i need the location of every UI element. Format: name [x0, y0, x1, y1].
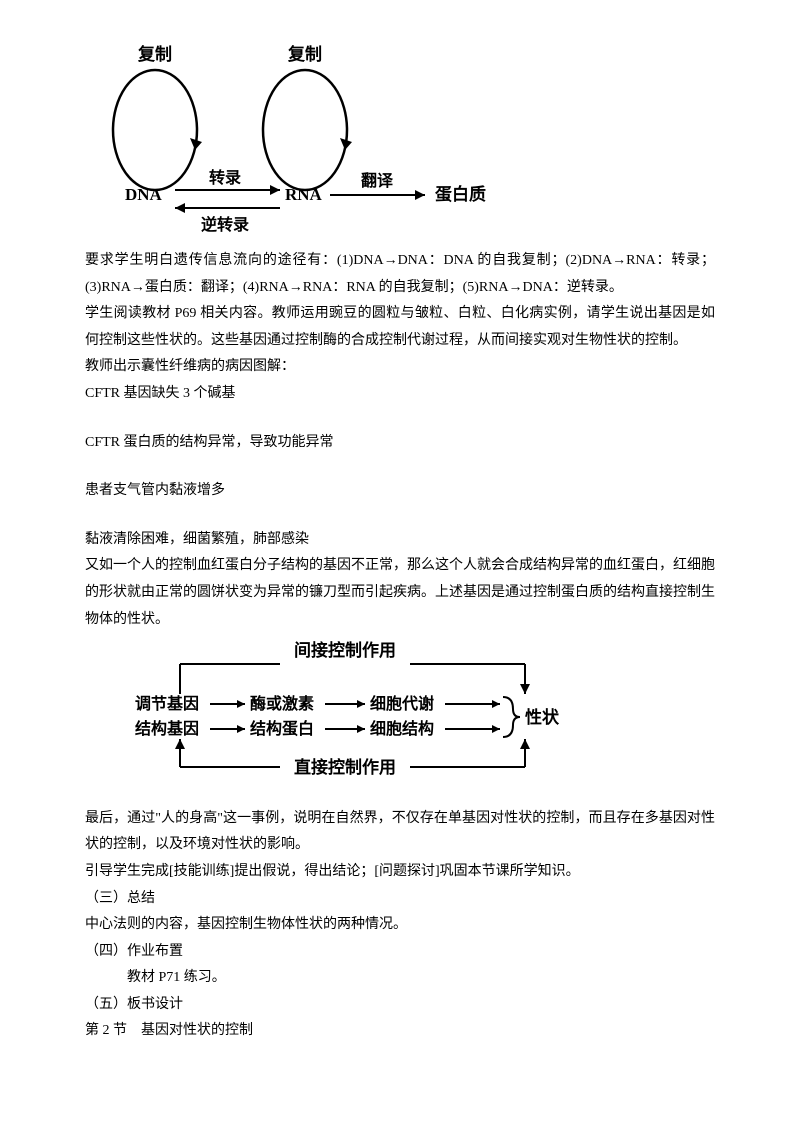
- trait-label: 性状: [525, 707, 560, 727]
- reverse-label: 逆转录: [201, 215, 249, 234]
- row1-b: 酶或激素: [250, 694, 314, 713]
- paragraph-8: 又如一个人的控制血红蛋白分子结构的基因不正常，那么这个人就会合成结构异常的血红蛋…: [85, 553, 715, 633]
- paragraph-12: 教材 P71 练习。: [85, 965, 715, 992]
- row1-c: 细胞代谢: [370, 694, 434, 713]
- row1-a: 调节基因: [135, 694, 199, 713]
- central-dogma-diagram: 复制 DNA 复制 RNA 转录 逆转录 翻译 蛋白质: [85, 30, 715, 240]
- replicate-label-2: 复制: [287, 44, 322, 64]
- paragraph-10: 引导学生完成[技能训练]提出假说，得出结论；[问题探讨]巩固本节课所学知识。: [85, 859, 715, 886]
- transcribe-label: 转录: [209, 168, 241, 187]
- paragraph-6: 患者支气管内黏液增多: [85, 478, 715, 505]
- row2-a: 结构基因: [134, 719, 199, 738]
- rna-label: RNA: [285, 185, 323, 204]
- row2-b: 结构蛋白: [249, 719, 314, 738]
- paragraph-13: 第 2 节 基因对性状的控制: [85, 1018, 715, 1045]
- heading-4: （四）作业布置: [85, 939, 715, 966]
- direct-label: 直接控制作用: [294, 757, 396, 777]
- gene-control-diagram: 间接控制作用 调节基因 酶或激素 细胞代谢 结构基因 结构蛋白 细胞结构: [125, 639, 715, 800]
- paragraph-7: 黏液清除困难，细菌繁殖，肺部感染: [85, 527, 715, 554]
- paragraph-9: 最后，通过"人的身高"这一事例，说明在自然界，不仅存在单基因对性状的控制，而且存…: [85, 806, 715, 859]
- protein-label: 蛋白质: [435, 184, 486, 204]
- paragraph-1: 要求学生明白遗传信息流向的途径有：(1)DNA→DNA：DNA 的自我复制；(2…: [85, 248, 715, 301]
- row2-c: 细胞结构: [370, 719, 434, 738]
- heading-3: （三）总结: [85, 886, 715, 913]
- indirect-label: 间接控制作用: [294, 640, 396, 660]
- paragraph-5: CFTR 蛋白质的结构异常，导致功能异常: [85, 430, 715, 457]
- dna-label: DNA: [125, 185, 163, 204]
- paragraph-3: 教师出示囊性纤维病的病因图解：: [85, 354, 715, 381]
- replicate-label-1: 复制: [137, 44, 172, 64]
- paragraph-11: 中心法则的内容，基因控制生物体性状的两种情况。: [85, 912, 715, 939]
- paragraph-2: 学生阅读教材 P69 相关内容。教师运用豌豆的圆粒与皱粒、白粒、白化病实例，请学…: [85, 301, 715, 354]
- paragraph-4: CFTR 基因缺失 3 个碱基: [85, 381, 715, 408]
- heading-5: （五）板书设计: [85, 992, 715, 1019]
- translate-label: 翻译: [361, 171, 394, 190]
